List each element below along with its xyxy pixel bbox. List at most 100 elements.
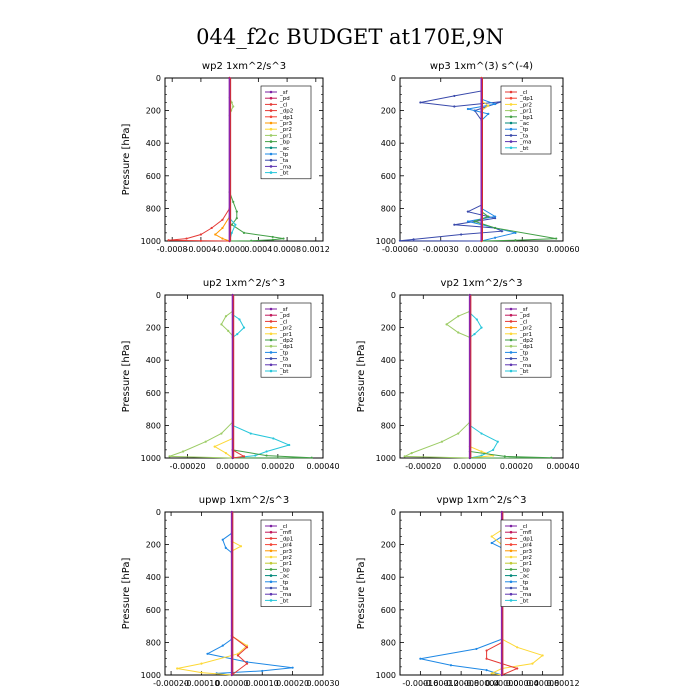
x-tick-label: -0.00016 xyxy=(402,679,438,688)
legend-label: _mfl xyxy=(279,530,292,536)
legend-marker xyxy=(509,568,513,571)
series-line xyxy=(231,512,248,676)
series-point xyxy=(493,226,497,230)
series-point xyxy=(410,452,413,455)
series-point xyxy=(167,239,170,242)
legend-marker xyxy=(269,307,273,311)
legend-label: _pd xyxy=(279,96,290,102)
legend-label: _ta xyxy=(279,586,288,592)
legend-marker xyxy=(509,530,513,534)
x-tick-label: -0.00060 xyxy=(382,245,418,254)
legend-label: _dp2 xyxy=(519,338,533,344)
legend-marker xyxy=(509,115,513,119)
series-point xyxy=(480,432,483,435)
series-point xyxy=(503,455,506,458)
series-point xyxy=(227,329,230,332)
series-point xyxy=(199,239,203,242)
legend-marker xyxy=(269,109,273,112)
y-tick-label: 600 xyxy=(146,172,161,181)
legend-marker xyxy=(509,307,513,311)
legend-label: _ta xyxy=(519,133,528,139)
series-point xyxy=(555,237,558,240)
legend-label: _pr1 xyxy=(279,133,292,139)
legend-label: _cl xyxy=(519,90,528,96)
series-line xyxy=(420,512,503,676)
series-point xyxy=(398,239,402,242)
series-point xyxy=(242,231,246,234)
series-point xyxy=(492,448,495,451)
legend-marker xyxy=(269,357,273,360)
series-point xyxy=(493,217,497,220)
legend-label: _pr1 xyxy=(519,561,532,567)
legend-label: _pr1 xyxy=(279,561,292,567)
series-point xyxy=(271,235,274,239)
series-point xyxy=(516,646,519,649)
series-point xyxy=(480,326,483,329)
series-point xyxy=(272,437,275,440)
y-tick-label: 400 xyxy=(146,356,161,365)
legend-label: _tp xyxy=(279,580,289,586)
legend-label: _ma xyxy=(279,164,291,170)
legend-label: _pr2 xyxy=(279,127,292,133)
series-point xyxy=(221,218,224,221)
y-tick-label: 0 xyxy=(391,508,396,517)
series-point xyxy=(493,215,497,218)
series-point xyxy=(221,644,224,647)
series-point xyxy=(490,672,493,675)
legend-marker xyxy=(509,351,513,354)
series-point xyxy=(230,231,233,234)
series-point xyxy=(310,456,313,459)
y-tick-label: 400 xyxy=(146,573,161,582)
x-tick-label: -0.00020 xyxy=(405,462,441,471)
series-point xyxy=(460,233,463,236)
x-tick-label: 0.0008 xyxy=(273,245,301,254)
series-point xyxy=(249,432,252,435)
series-point xyxy=(449,664,453,667)
legend-label: _pr1 xyxy=(519,109,532,115)
legend-label: _cl xyxy=(519,524,528,530)
legend-label: _pr3 xyxy=(279,549,293,555)
y-tick-label: 0 xyxy=(391,74,396,83)
series-point xyxy=(466,210,470,213)
legend-label: _tp xyxy=(519,350,529,356)
y-tick-label: 400 xyxy=(146,139,161,148)
series-point xyxy=(282,237,285,240)
series-point xyxy=(200,671,203,674)
legend-marker xyxy=(509,344,513,348)
y-tick-label: 600 xyxy=(381,606,396,615)
legend-label: _ma xyxy=(279,363,291,369)
y-tick-label: 400 xyxy=(381,573,396,582)
y-tick-label: 0 xyxy=(156,508,161,517)
series-point xyxy=(514,231,517,234)
y-axis-label: Pressure [hPa] xyxy=(121,124,132,196)
series-point xyxy=(224,452,228,455)
series-point xyxy=(210,226,213,230)
legend-marker xyxy=(269,146,273,150)
x-tick-label: 0.00040 xyxy=(306,462,339,471)
series-point xyxy=(238,318,241,321)
series-line xyxy=(232,295,246,459)
legend-label: _ta xyxy=(519,357,528,363)
legend-label: _ac xyxy=(279,574,289,580)
legend-marker xyxy=(269,171,273,174)
series-point xyxy=(230,101,233,104)
chart-panel-6: vpwp 1xm^2/s^3 Pressure [hPa] 0 200 400 600 80… xyxy=(356,495,580,688)
legend-label: _bt xyxy=(279,171,289,177)
legend-marker xyxy=(509,599,513,602)
series-point xyxy=(493,236,497,239)
y-tick-label: 800 xyxy=(146,204,161,213)
legend-marker xyxy=(509,580,513,584)
series-point xyxy=(531,662,534,665)
legend-marker xyxy=(269,313,273,317)
series-point xyxy=(220,323,223,326)
legend-marker xyxy=(509,549,513,553)
legend-label: _bt xyxy=(519,598,529,604)
legend-marker xyxy=(269,537,273,540)
legend-marker xyxy=(269,344,273,348)
legend-label: _sf xyxy=(519,307,529,313)
series-point xyxy=(516,667,519,670)
legend-label: _dp1 xyxy=(279,536,293,542)
legend-marker xyxy=(509,586,513,590)
legend-marker xyxy=(269,90,273,94)
series-point xyxy=(493,102,497,106)
